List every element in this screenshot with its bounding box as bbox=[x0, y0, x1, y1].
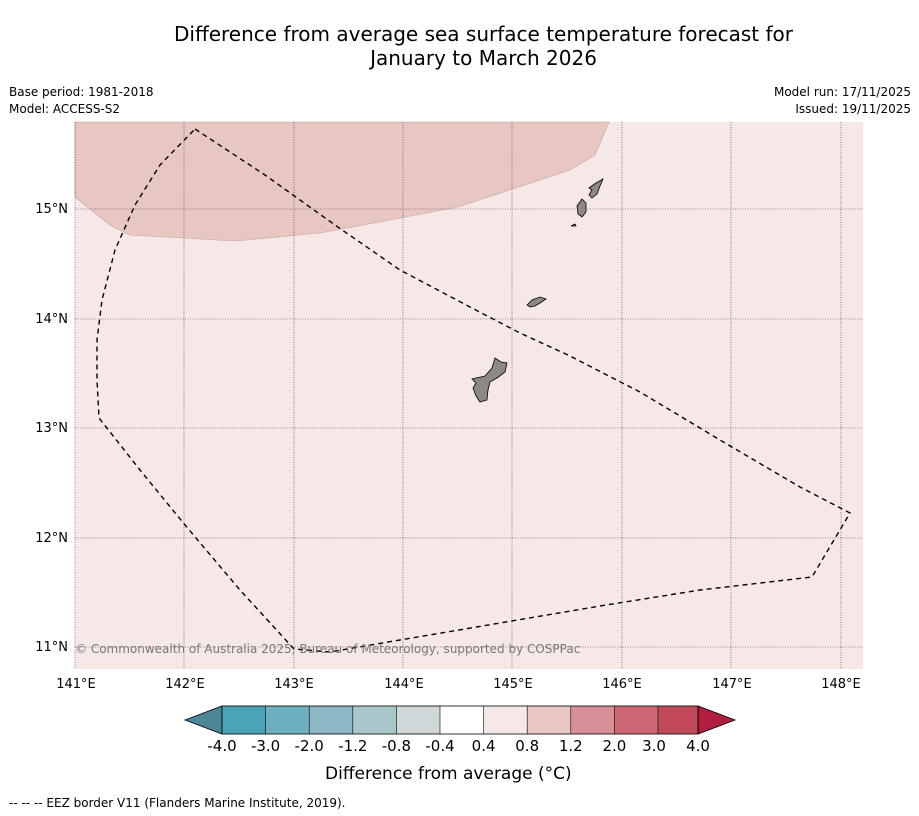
colorbar-segment bbox=[396, 706, 440, 734]
colorbar-tick: -2.0 bbox=[295, 737, 324, 755]
colorbar-tick: 0.8 bbox=[515, 737, 539, 755]
title-line-2: January to March 2026 bbox=[370, 46, 597, 70]
model-run: Model run: 17/11/2025 bbox=[773, 85, 911, 99]
lat-labels: 15°N 14°N 13°N 12°N 11°N bbox=[35, 202, 68, 655]
colorbar-tick: 2.0 bbox=[602, 737, 626, 755]
lat-label: 13°N bbox=[35, 421, 68, 436]
tinian-island bbox=[576, 198, 587, 218]
colorbar-max-arrow bbox=[697, 705, 737, 735]
lon-label: 146°E bbox=[602, 677, 642, 692]
aguijan-islet bbox=[570, 223, 577, 227]
colorbar-segment bbox=[658, 706, 698, 734]
colorbar: -4.0 -3.0 -2.0 -1.2 -0.8 -0.4 0.4 0.8 1.… bbox=[183, 705, 737, 755]
lon-label: 141°E bbox=[56, 677, 96, 692]
colorbar-dividers bbox=[265, 706, 659, 734]
lon-label: 142°E bbox=[165, 677, 205, 692]
colorbar-tick: 0.4 bbox=[472, 737, 496, 755]
colorbar-tick: -1.2 bbox=[338, 737, 367, 755]
colorbar-outline bbox=[221, 705, 699, 735]
model-name: Model: ACCESS-S2 bbox=[9, 102, 121, 116]
colorbar-segment bbox=[222, 706, 266, 734]
warm-anomaly-region bbox=[74, 121, 610, 242]
lon-label: 148°E bbox=[821, 677, 861, 692]
guam-island bbox=[471, 357, 508, 403]
colorbar-segment bbox=[309, 706, 353, 734]
colorbar-tick: 4.0 bbox=[686, 737, 710, 755]
lat-label: 12°N bbox=[35, 531, 68, 546]
lon-label: 144°E bbox=[384, 677, 424, 692]
gridlines bbox=[75, 122, 863, 669]
colorbar-segment bbox=[265, 706, 310, 734]
colorbar-tick: -0.8 bbox=[382, 737, 411, 755]
issued-date: Issued: 19/11/2025 bbox=[795, 102, 911, 116]
lat-label: 15°N bbox=[35, 202, 68, 217]
colorbar-segment bbox=[483, 706, 528, 734]
meta-right: Model run: 17/11/2025 Issued: 19/11/2025 bbox=[774, 84, 911, 118]
title-line-1: Difference from average sea surface temp… bbox=[173, 22, 793, 46]
colorbar-segment bbox=[570, 706, 615, 734]
colorbar-segment bbox=[352, 706, 397, 734]
rota-island bbox=[526, 296, 547, 308]
lon-label: 145°E bbox=[493, 677, 533, 692]
meta-left: Base period: 1981-2018 Model: ACCESS-S2 bbox=[9, 84, 154, 118]
lon-labels: 141°E 142°E 143°E 144°E 145°E 146°E 147°… bbox=[56, 677, 861, 692]
colorbar-segment bbox=[614, 706, 658, 734]
colorbar-tick: -3.0 bbox=[251, 737, 280, 755]
lon-label: 143°E bbox=[274, 677, 314, 692]
colorbar-ticks: -4.0 -3.0 -2.0 -1.2 -0.8 -0.4 0.4 0.8 1.… bbox=[207, 737, 710, 755]
lat-label: 11°N bbox=[35, 640, 68, 655]
chart-title: Difference from average sea surface temp… bbox=[0, 22, 919, 70]
colorbar-tick: -0.4 bbox=[425, 737, 454, 755]
colorbar-tick: -4.0 bbox=[207, 737, 236, 755]
colorbar-tick: 3.0 bbox=[642, 737, 666, 755]
lat-label: 14°N bbox=[35, 312, 68, 327]
eez-legend-note: -- -- -- EEZ border V11 (Flanders Marine… bbox=[9, 796, 346, 810]
colorbar-min-arrow bbox=[183, 705, 223, 735]
colorbar-label: Difference from average (°C) bbox=[325, 764, 572, 784]
colorbar-tick: 1.2 bbox=[559, 737, 583, 755]
colorbar-segment bbox=[440, 706, 484, 734]
lon-label: 147°E bbox=[712, 677, 752, 692]
saipan-island bbox=[588, 178, 604, 199]
copyright-notice: © Commonwealth of Australia 2025, Bureau… bbox=[75, 642, 580, 656]
colorbar-segment bbox=[527, 706, 571, 734]
base-period: Base period: 1981-2018 bbox=[9, 85, 154, 99]
